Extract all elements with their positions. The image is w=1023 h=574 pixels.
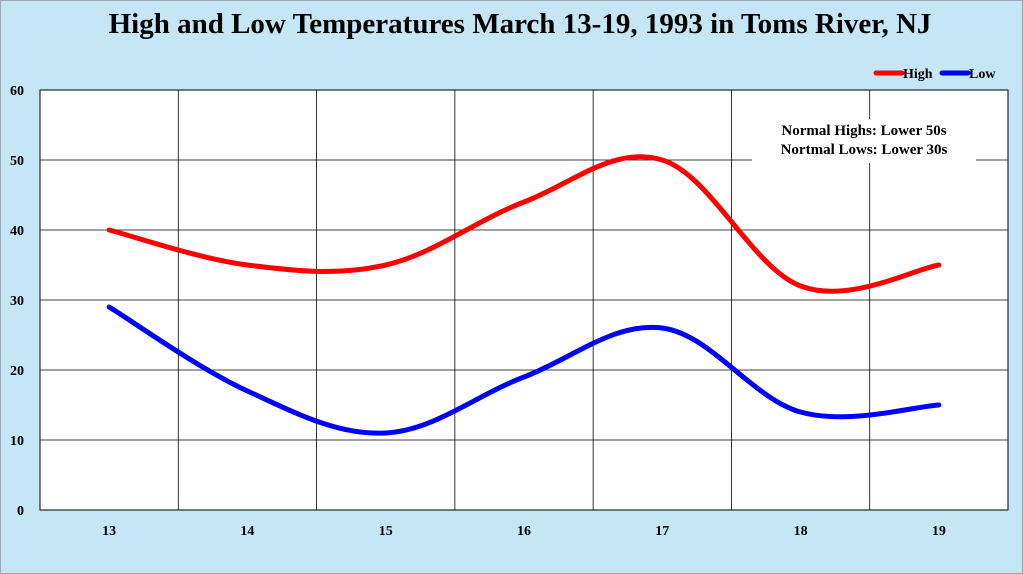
x-tick-label: 19: [932, 524, 946, 539]
y-axis: 0 10 20 30 40 50 60: [10, 84, 24, 519]
x-tick-label: 17: [655, 524, 669, 539]
x-axis: 13 14 15 16 17 18 19: [102, 524, 946, 539]
y-tick-label: 60: [10, 84, 24, 99]
annotation-normal-highs: Normal Highs: Lower 50s: [781, 123, 947, 139]
chart-title: High and Low Temperatures March 13-19, 1…: [108, 8, 932, 40]
x-tick-label: 18: [794, 524, 808, 539]
y-tick-label: 30: [10, 294, 24, 309]
annotation-normal-lows: Nortmal Lows: Lower 30s: [780, 142, 948, 158]
legend-item-high: High: [873, 67, 933, 82]
y-tick-label: 0: [17, 504, 24, 519]
legend-label: Low: [969, 67, 996, 82]
y-tick-label: 50: [10, 154, 24, 169]
legend-item-low: Low: [939, 67, 996, 82]
x-tick-label: 16: [517, 524, 531, 539]
y-tick-label: 20: [10, 364, 24, 379]
series-group: [106, 154, 942, 436]
x-tick-label: 13: [102, 524, 116, 539]
annotation-box: Normal Highs: Lower 50s Nortmal Lows: Lo…: [752, 119, 976, 163]
y-tick-label: 40: [10, 224, 24, 239]
x-tick-label: 15: [379, 524, 393, 539]
x-tick-label: 14: [240, 524, 254, 539]
legend: High Low: [873, 67, 996, 82]
y-tick-label: 10: [10, 434, 24, 449]
legend-label: High: [903, 67, 933, 82]
